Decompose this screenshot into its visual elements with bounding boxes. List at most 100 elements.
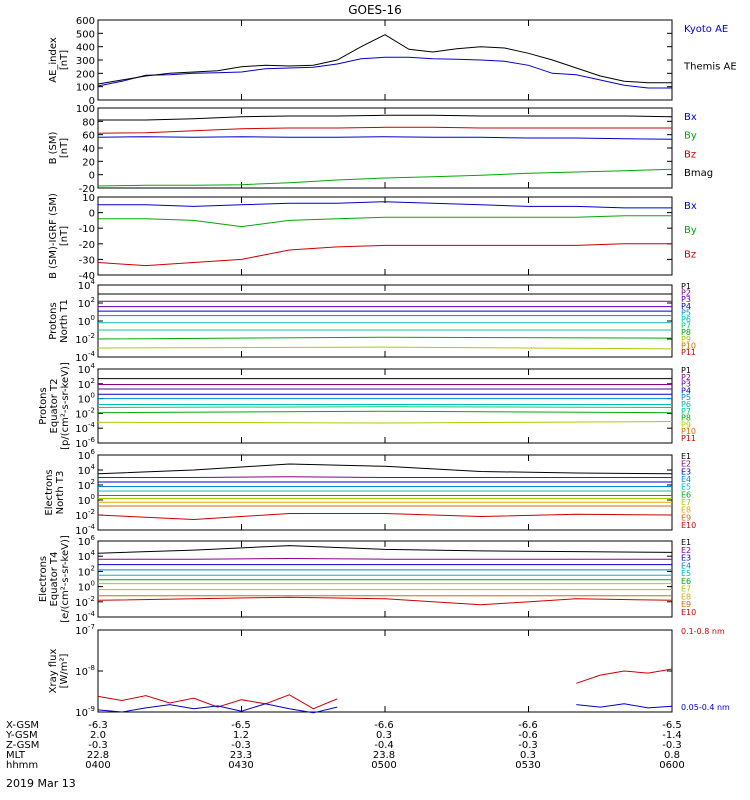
legend-label: 0.1-0.8 nm — [681, 627, 725, 636]
legend-label: E9 — [681, 513, 691, 522]
y-tick-label: 10 — [82, 193, 95, 204]
legend-label: E3 — [681, 554, 691, 563]
footer-value: 0600 — [659, 760, 684, 771]
legend-label: P3 — [681, 295, 691, 304]
footer-value: 2.0 — [90, 730, 106, 741]
y-tick-label: 104 — [78, 463, 96, 477]
y-tick-label: 500 — [76, 29, 95, 40]
y-tick-label: 80 — [82, 117, 95, 128]
y-tick-label: 106 — [78, 448, 96, 462]
series-line — [98, 114, 673, 121]
legend-label: E10 — [681, 521, 696, 530]
legend-label: P9 — [681, 420, 691, 429]
panel-frame — [97, 19, 673, 101]
legend-label: 0.05-0.4 nm — [681, 703, 730, 712]
y-tick-label: 0 — [89, 209, 95, 220]
y-axis-label: AE_index[nT] — [48, 37, 70, 83]
legend-label: E5 — [681, 569, 691, 578]
series-line — [97, 336, 673, 340]
footer-value: -0.3 — [88, 740, 108, 751]
y-tick-label: 100 — [78, 493, 95, 507]
footer-value: -0.3 — [231, 740, 251, 751]
legend-label: P10 — [681, 341, 696, 350]
legend-label: Bmag — [684, 168, 713, 179]
series-line — [97, 34, 672, 85]
legend-label: Bx — [684, 112, 697, 123]
legend-label: E6 — [681, 577, 691, 586]
legend-label: P3 — [681, 380, 691, 389]
footer-value: 0.8 — [664, 750, 680, 761]
series-line — [97, 136, 673, 140]
footer-value: -1.4 — [662, 730, 682, 741]
footer-value: 23.8 — [373, 750, 395, 761]
date-label: 2019 Mar 13 — [6, 777, 76, 790]
panel-8: 10-9 10-8 10-7 Xray flux[W/m²] 0.1-0.8 nm 0.0… — [48, 623, 730, 719]
y-tick-label: 102 — [78, 296, 95, 310]
y-tick-label: 10-2 — [75, 508, 95, 522]
footer-row-label: MLT — [6, 750, 26, 761]
y-tick-label: 10-9 — [75, 705, 95, 719]
footer-value: -0.4 — [374, 740, 394, 751]
footer-value: -0.3 — [662, 740, 682, 751]
y-tick-label: -20 — [79, 184, 95, 195]
footer-value: -0.3 — [518, 740, 538, 751]
legend-label: P5 — [681, 308, 691, 317]
y-tick-label: 10-4 — [75, 610, 95, 624]
footer-value: -6.5 — [662, 720, 682, 731]
legend-label: E1 — [681, 538, 691, 547]
legend-label: P6 — [681, 315, 691, 324]
legend-label: By — [684, 225, 697, 236]
footer-row-label: Y-GSM — [5, 730, 38, 741]
series-line — [98, 215, 672, 228]
footer-value: -6.3 — [88, 720, 108, 731]
series-line — [97, 346, 673, 350]
series-line — [98, 201, 672, 209]
footer-value: 0500 — [371, 760, 396, 771]
footer-value: 0430 — [228, 760, 253, 771]
y-tick-label: -10 — [79, 224, 95, 235]
legend-label: E4 — [681, 561, 691, 570]
panel-frame — [97, 540, 673, 618]
y-tick-label: 104 — [78, 278, 96, 292]
legend-label: P9 — [681, 335, 691, 344]
footer-value: 0.3 — [376, 730, 392, 741]
y-tick-label: 600 — [76, 16, 95, 27]
legend-label: Kyoto AE — [684, 24, 728, 35]
legend-label: P5 — [681, 393, 691, 402]
y-tick-label: 10-4 — [75, 421, 95, 435]
panel-frame — [97, 284, 673, 358]
y-tick-label: 106 — [78, 534, 96, 548]
y-axis-label: B (SM)-IGRF (SM)[nT] — [48, 193, 70, 279]
legend-label: P1 — [681, 282, 691, 291]
series-line — [97, 545, 673, 554]
panel-frame — [97, 368, 673, 444]
y-tick-label: 300 — [76, 56, 95, 67]
y-axis-label: ProtonsNorth T1 — [48, 299, 70, 343]
legend-label: P7 — [681, 322, 691, 331]
series-line — [97, 421, 673, 424]
legend-label: Themis AE — [683, 61, 737, 72]
legend-label: P2 — [681, 373, 691, 382]
legend-label: P8 — [681, 328, 691, 337]
legend-label: Bz — [684, 249, 696, 260]
y-axis-label: ProtonsEquator T2[p/(cm²-s-sr-keV)] — [38, 362, 71, 450]
legend-label: P2 — [681, 289, 691, 298]
series-line — [97, 596, 673, 606]
legend-label: P8 — [681, 414, 691, 423]
series-line — [97, 126, 672, 134]
legend-label: E8 — [681, 592, 691, 601]
y-axis-label: ElectronsNorth T3 — [44, 469, 66, 515]
panel-2: -20 0 20 40 60 80 100 B (SM)[nT] Bx By Bz Bmag — [48, 104, 713, 195]
y-tick-label: 100 — [78, 392, 95, 406]
panel-3: -40 -30 -20 -10 0 10 B (SM)-IGRF (SM)[nT] Bx By B… — [48, 193, 697, 282]
series-line — [97, 243, 672, 267]
chart-title: GOES-16 — [348, 3, 402, 17]
legend-label: P11 — [681, 434, 696, 443]
footer-value: 22.8 — [87, 750, 109, 761]
y-tick-label: 100 — [76, 83, 95, 94]
footer-value: -0.6 — [518, 730, 538, 741]
series-line — [97, 668, 673, 710]
